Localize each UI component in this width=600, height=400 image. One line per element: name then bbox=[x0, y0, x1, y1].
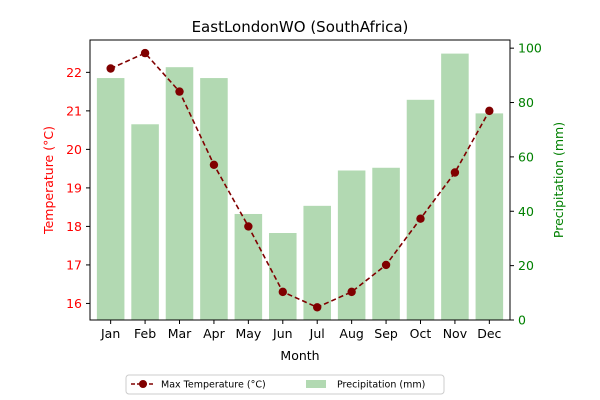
x-tick-label-aug: Aug bbox=[339, 326, 363, 341]
temperature-point-sep bbox=[381, 260, 391, 270]
y-left-tick-label-21: 21 bbox=[66, 103, 82, 118]
precipitation-bar-dec bbox=[475, 113, 504, 320]
x-tick-label-mar: Mar bbox=[168, 326, 192, 341]
x-tick-label-apr: Apr bbox=[203, 326, 225, 341]
y-right-tick-label-80: 80 bbox=[518, 95, 534, 110]
temperature-point-feb bbox=[140, 48, 150, 58]
temperature-point-mar bbox=[175, 87, 184, 96]
precipitation-bar-mar bbox=[165, 67, 194, 320]
x-tick-label-feb: Feb bbox=[134, 326, 156, 341]
y-left-tick-label-16: 16 bbox=[66, 296, 82, 311]
temperature-point-may bbox=[244, 222, 253, 231]
legend-box bbox=[125, 374, 445, 395]
y-right-tick-label-60: 60 bbox=[518, 149, 534, 164]
y-left-tick-label-19: 19 bbox=[66, 180, 82, 195]
x-tick-label-may: May bbox=[235, 326, 261, 341]
x-tick-label-jun: Jun bbox=[272, 326, 293, 341]
y-right-tick-label-20: 20 bbox=[518, 258, 534, 273]
legend: Max Temperature (°C) Precipitation (mm) bbox=[125, 374, 445, 395]
temperature-point-jul bbox=[313, 303, 322, 312]
temperature-point-aug bbox=[347, 287, 356, 297]
precipitation-bar-jan bbox=[96, 78, 125, 320]
temperature-point-oct bbox=[416, 214, 425, 223]
precipitation-bar-aug bbox=[337, 170, 366, 320]
x-tick-label-jan: Jan bbox=[100, 326, 120, 341]
legend-line-marker bbox=[139, 380, 147, 388]
x-tick-label-jul: Jul bbox=[309, 326, 325, 341]
y-left-tick-label-20: 20 bbox=[66, 142, 82, 157]
temperature-point-jan bbox=[106, 64, 115, 73]
precipitation-bars bbox=[96, 53, 504, 321]
x-tick-label-nov: Nov bbox=[443, 326, 468, 341]
y-left-tick-label-22: 22 bbox=[66, 65, 82, 80]
precipitation-bar-may bbox=[234, 213, 263, 320]
temperature-point-jun bbox=[278, 287, 287, 297]
plot-frame bbox=[89, 39, 511, 321]
y-left-axis-label: Temperature (°C) bbox=[41, 126, 56, 235]
legend-bar-swatch bbox=[306, 380, 326, 388]
y-right-tick-label-40: 40 bbox=[518, 204, 534, 219]
temperature-point-dec bbox=[485, 106, 494, 116]
precipitation-bar-nov bbox=[441, 53, 469, 321]
precipitation-bar-jul bbox=[303, 205, 331, 320]
x-tick-label-oct: Oct bbox=[410, 326, 432, 341]
precipitation-bar-jun bbox=[269, 233, 297, 320]
legend-label-temperature: Max Temperature (°C) bbox=[161, 380, 266, 391]
x-axis-label: Month bbox=[280, 348, 319, 363]
temperature-line bbox=[110, 52, 491, 309]
precipitation-bar-sep bbox=[372, 167, 400, 320]
y-right-tick-label-0: 0 bbox=[518, 313, 526, 328]
y-left-tick-label-18: 18 bbox=[66, 219, 82, 234]
precipitation-bar-apr bbox=[200, 78, 228, 320]
temperature-point-nov bbox=[450, 168, 460, 177]
precipitation-bar-feb bbox=[131, 124, 159, 320]
precipitation-bar-oct bbox=[406, 99, 435, 321]
y-right-axis-label: Precipitation (mm) bbox=[551, 122, 566, 238]
y-left-tick-label-17: 17 bbox=[66, 257, 82, 272]
legend-label-precipitation: Precipitation (mm) bbox=[337, 380, 425, 391]
temperature-point-apr bbox=[209, 160, 219, 169]
y-right-axis: 0 20 40 60 80 100 bbox=[510, 41, 542, 328]
x-axis: Jan Feb Mar Apr May Jun Jul Aug Sep Oct Nov Dec bbox=[100, 320, 502, 341]
temperature-line-layer bbox=[106, 48, 494, 312]
y-left-axis: 16 17 18 19 20 21 22 bbox=[66, 65, 90, 311]
x-tick-label-dec: Dec bbox=[477, 326, 501, 341]
chart-title: EastLondonWO (SouthAfrica) bbox=[192, 18, 409, 36]
x-tick-label-sep: Sep bbox=[374, 326, 398, 341]
y-right-tick-label-100: 100 bbox=[518, 41, 542, 56]
